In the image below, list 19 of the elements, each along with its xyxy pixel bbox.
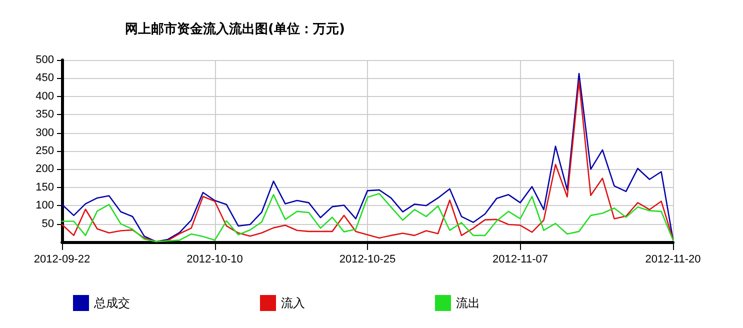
legend-label: 总成交	[93, 296, 130, 310]
y-tick-label: 50	[42, 218, 54, 230]
y-tick-label: 400	[36, 90, 54, 102]
y-tick-label: 500	[36, 54, 54, 66]
legend-label: 流入	[281, 296, 305, 310]
y-tick-label: 300	[36, 126, 54, 139]
y-tick-label: 450	[36, 72, 54, 84]
x-tick-label: 2012-11-07	[492, 254, 548, 266]
y-tick-label: 200	[36, 163, 54, 176]
x-tick-label: 2012-10-25	[339, 254, 396, 266]
y-tick-label: 350	[36, 108, 54, 121]
x-tick-label: 2012-09-22	[34, 254, 90, 266]
y-tick-label: 100	[36, 200, 54, 212]
legend-label: 流出	[456, 296, 480, 310]
x-tick-label: 2012-10-10	[186, 254, 243, 266]
x-tick-label: 2012-11-20	[645, 254, 701, 266]
chart-title: 网上邮市资金流入流出图(单位：万元)	[125, 21, 345, 37]
y-tick-label: 150	[36, 181, 54, 194]
y-tick-label: 250	[36, 145, 54, 157]
